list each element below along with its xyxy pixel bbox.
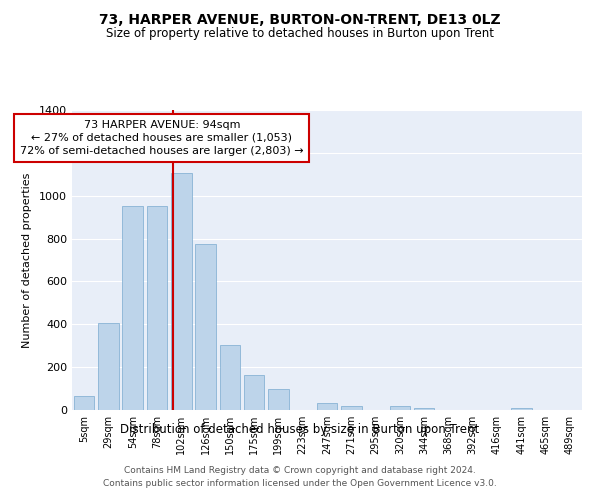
Text: Distribution of detached houses by size in Burton upon Trent: Distribution of detached houses by size … <box>121 422 479 436</box>
Bar <box>244 374 265 410</box>
Bar <box>220 344 240 410</box>
Bar <box>146 206 167 410</box>
Text: Contains HM Land Registry data © Crown copyright and database right 2024.
Contai: Contains HM Land Registry data © Crown c… <box>103 466 497 487</box>
Bar <box>195 244 216 410</box>
Text: Size of property relative to detached houses in Burton upon Trent: Size of property relative to detached ho… <box>106 28 494 40</box>
Bar <box>317 402 337 410</box>
Y-axis label: Number of detached properties: Number of detached properties <box>22 172 32 348</box>
Bar <box>74 396 94 410</box>
Bar <box>389 406 410 410</box>
Bar <box>511 408 532 410</box>
Text: 73, HARPER AVENUE, BURTON-ON-TRENT, DE13 0LZ: 73, HARPER AVENUE, BURTON-ON-TRENT, DE13… <box>99 12 501 26</box>
Bar <box>341 406 362 410</box>
Bar <box>268 388 289 410</box>
Text: 73 HARPER AVENUE: 94sqm
← 27% of detached houses are smaller (1,053)
72% of semi: 73 HARPER AVENUE: 94sqm ← 27% of detache… <box>20 120 304 156</box>
Bar <box>98 323 119 410</box>
Bar <box>414 408 434 410</box>
Bar <box>122 206 143 410</box>
Bar <box>171 173 191 410</box>
